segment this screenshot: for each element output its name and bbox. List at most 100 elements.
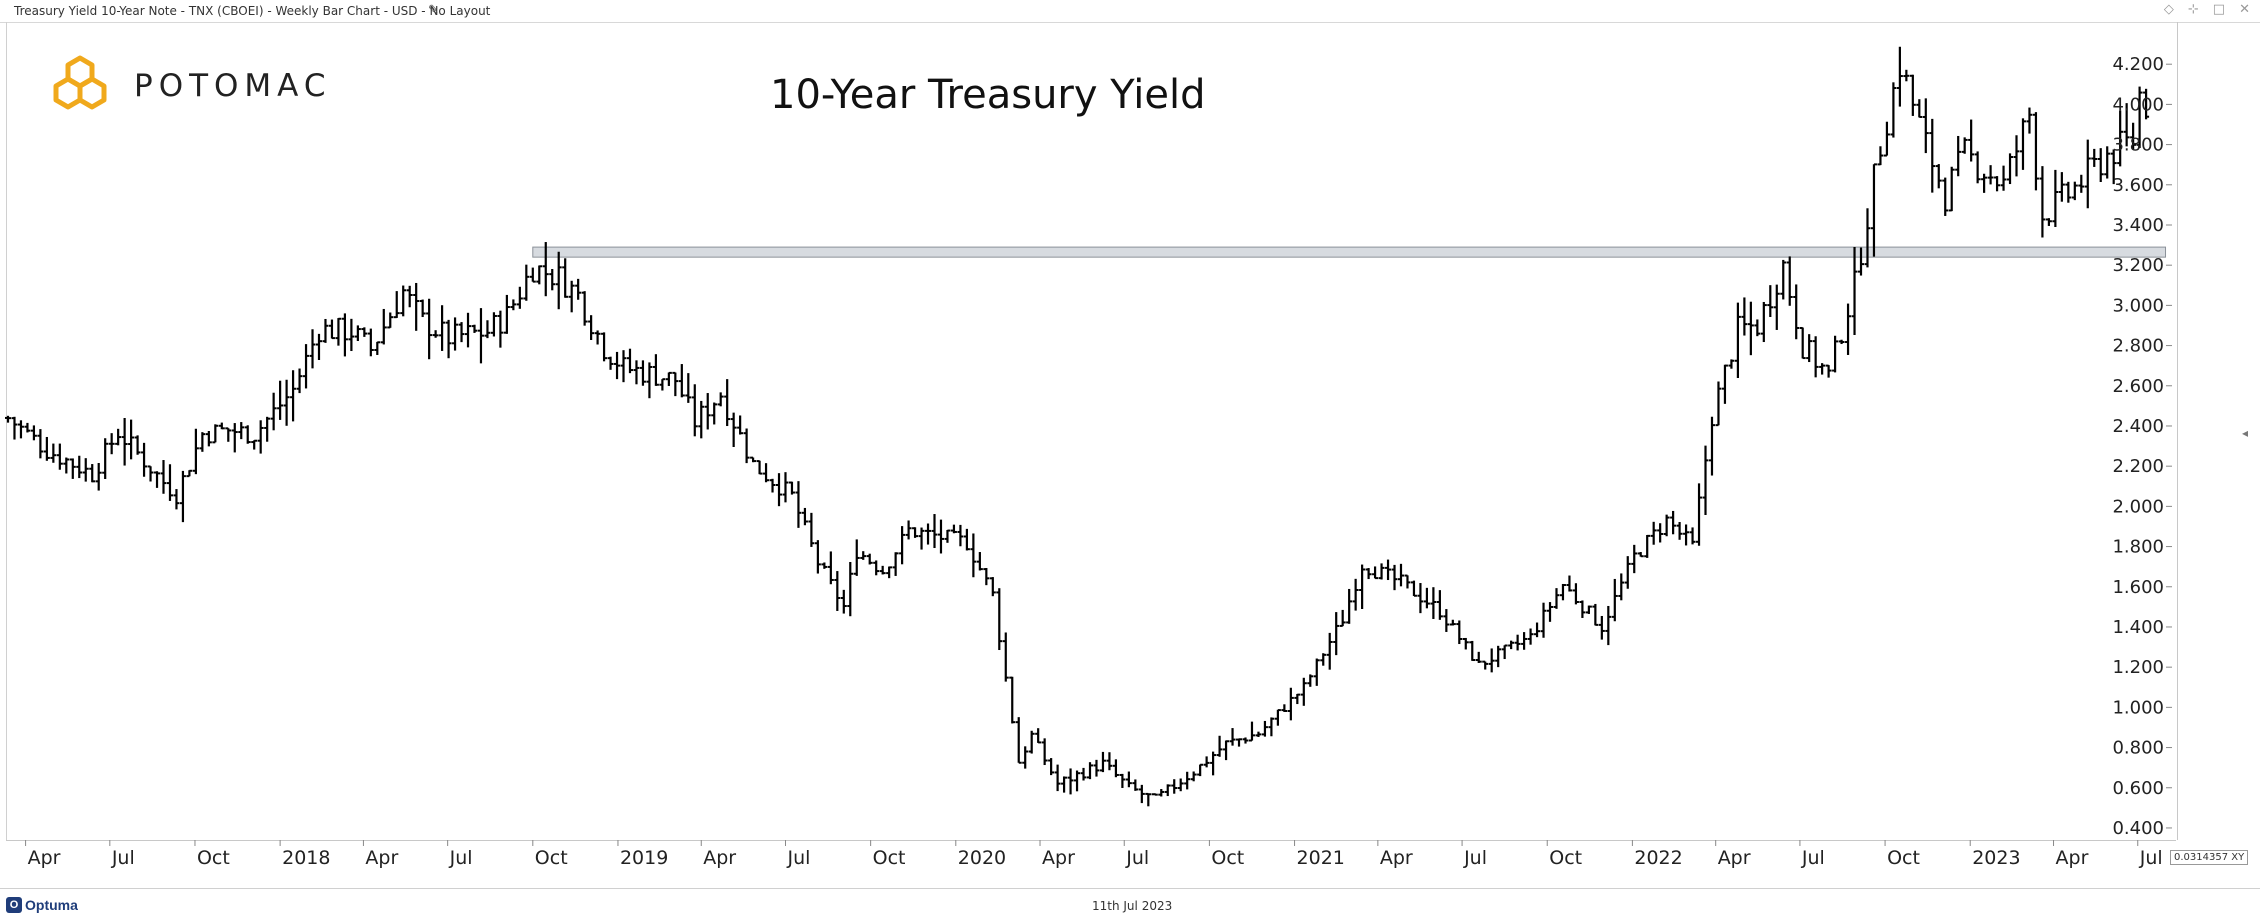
- ohlc-bar: [1657, 523, 1664, 543]
- ohlc-bar: [69, 458, 76, 479]
- ohlc-bar: [465, 312, 472, 348]
- chart-date: 11th Jul 2023: [1092, 899, 1173, 913]
- ohlc-bar: [750, 456, 757, 463]
- ohlc-bar: [1067, 768, 1074, 795]
- close-icon[interactable]: ✕: [2239, 2, 2250, 17]
- ohlc-bar: [996, 588, 1003, 651]
- ohlc-bar: [983, 567, 990, 586]
- ohlc-bar: [1767, 285, 1774, 318]
- y-tick-label: 1.600: [2112, 577, 2164, 598]
- optuma-logo: O Optuma: [6, 897, 78, 913]
- ohlc-bar: [1721, 364, 1728, 404]
- ohlc-bar: [354, 325, 361, 341]
- ohlc-bar: [1469, 640, 1476, 662]
- x-axis: Apr Jul Oct 2018 Apr Jul Oct 2019 Apr Jul Oct 2020 A…: [25, 840, 2163, 869]
- resistance-band[interactable]: [532, 246, 2167, 258]
- ohlc-bar: [1223, 740, 1230, 761]
- ohlc-bar: [154, 471, 161, 488]
- ohlc-bar: [1449, 619, 1456, 626]
- ohlc-bar: [1592, 603, 1599, 626]
- ohlc-bar: [1566, 575, 1573, 592]
- optuma-name: Optuma: [25, 897, 78, 913]
- ohlc-bar: [1482, 660, 1489, 670]
- ohlc-bar: [1799, 326, 1806, 360]
- ohlc-bar: [1858, 247, 1865, 276]
- ohlc-bar: [659, 378, 666, 391]
- ohlc-bar: [37, 429, 44, 459]
- ohlc-bars-layer: [5, 46, 2150, 807]
- ohlc-bar: [2130, 122, 2137, 150]
- ohlc-bar: [1864, 208, 1871, 268]
- ohlc-bar: [795, 481, 802, 528]
- ohlc-bar: [944, 529, 951, 543]
- ohlc-bar: [1935, 164, 1942, 189]
- ohlc-bar: [1151, 793, 1158, 796]
- potomac-brand: POTOMAC: [48, 54, 331, 118]
- ohlc-bar: [205, 431, 212, 447]
- ohlc-bar: [1825, 364, 1832, 378]
- collapse-arrow-icon[interactable]: ◂: [2242, 426, 2249, 440]
- ohlc-bar: [458, 322, 465, 343]
- ohlc-bar: [652, 354, 659, 386]
- ohlc-bar: [413, 282, 420, 331]
- ohlc-bar: [1605, 605, 1612, 646]
- ohlc-bar: [1359, 564, 1366, 610]
- diamond-icon[interactable]: ◇: [2163, 2, 2174, 17]
- ohlc-bar: [549, 269, 556, 291]
- ohlc-bar: [2045, 218, 2052, 226]
- ohlc-bar: [1132, 779, 1139, 791]
- ohlc-bar: [1631, 544, 1638, 574]
- ohlc-bar: [1074, 770, 1081, 792]
- ohlc-bar: [1540, 602, 1547, 638]
- ohlc-bar: [1793, 284, 1800, 340]
- ohlc-bar: [905, 520, 912, 540]
- edit-pencil-icon[interactable]: ✎: [428, 3, 439, 18]
- maximize-icon[interactable]: □: [2212, 2, 2226, 17]
- ohlc-bar: [1670, 510, 1677, 535]
- ohlc-bar: [2084, 139, 2091, 209]
- ohlc-bar: [1397, 563, 1404, 587]
- ohlc-bar: [30, 425, 37, 441]
- ohlc-bar: [1734, 302, 1741, 378]
- ohlc-bar: [367, 328, 374, 357]
- ohlc-bar: [698, 400, 705, 439]
- ohlc-bar: [1851, 246, 1858, 335]
- y-tick-label: 0.600: [2112, 778, 2164, 799]
- price-chart[interactable]: 0.400 0.600 0.800 1.000 1.200 1.400 1.600 1.800…: [0, 0, 2260, 888]
- ohlc-bar: [1385, 559, 1392, 581]
- x-tick-label: Apr: [2056, 847, 2089, 869]
- ohlc-bar: [1715, 381, 1722, 427]
- ohlc-bar: [503, 294, 510, 334]
- plot-area[interactable]: [6, 22, 2178, 840]
- footer-bar: O Optuma 11th Jul 2023: [0, 888, 2260, 923]
- ohlc-bar: [1773, 284, 1780, 330]
- y-tick-label: 2.600: [2112, 376, 2164, 397]
- ohlc-bar: [827, 551, 834, 585]
- ohlc-bar: [2065, 181, 2072, 203]
- title-bar: Treasury Yield 10-Year Note - TNX (CBOEI…: [0, 0, 2260, 23]
- ohlc-bar: [2026, 107, 2033, 134]
- ohlc-bar: [1125, 771, 1132, 788]
- x-tick-label: 2023: [1972, 847, 2020, 869]
- ohlc-bar: [1819, 363, 1826, 375]
- ohlc-bar: [1268, 717, 1275, 737]
- ohlc-bar: [108, 433, 115, 455]
- ohlc-bar: [2039, 166, 2046, 238]
- x-tick-label: Jul: [1463, 847, 1487, 869]
- ohlc-bar: [115, 428, 122, 446]
- ohlc-bar: [1378, 563, 1385, 580]
- ohlc-bar: [737, 415, 744, 435]
- ohlc-bar: [1099, 751, 1106, 773]
- pin-icon[interactable]: ⊹: [2187, 2, 2199, 17]
- ohlc-bar: [568, 280, 575, 313]
- ohlc-bar: [1216, 735, 1223, 757]
- ohlc-bar: [2097, 148, 2104, 183]
- ohlc-bar: [1255, 731, 1262, 737]
- ohlc-bar: [1391, 564, 1398, 591]
- ohlc-bar: [1035, 728, 1042, 744]
- ohlc-bar: [393, 291, 400, 319]
- chart-title: 10-Year Treasury Yield: [770, 72, 1206, 118]
- ohlc-bar: [555, 251, 562, 310]
- ohlc-bar: [1210, 751, 1217, 776]
- ohlc-bar: [1456, 620, 1463, 645]
